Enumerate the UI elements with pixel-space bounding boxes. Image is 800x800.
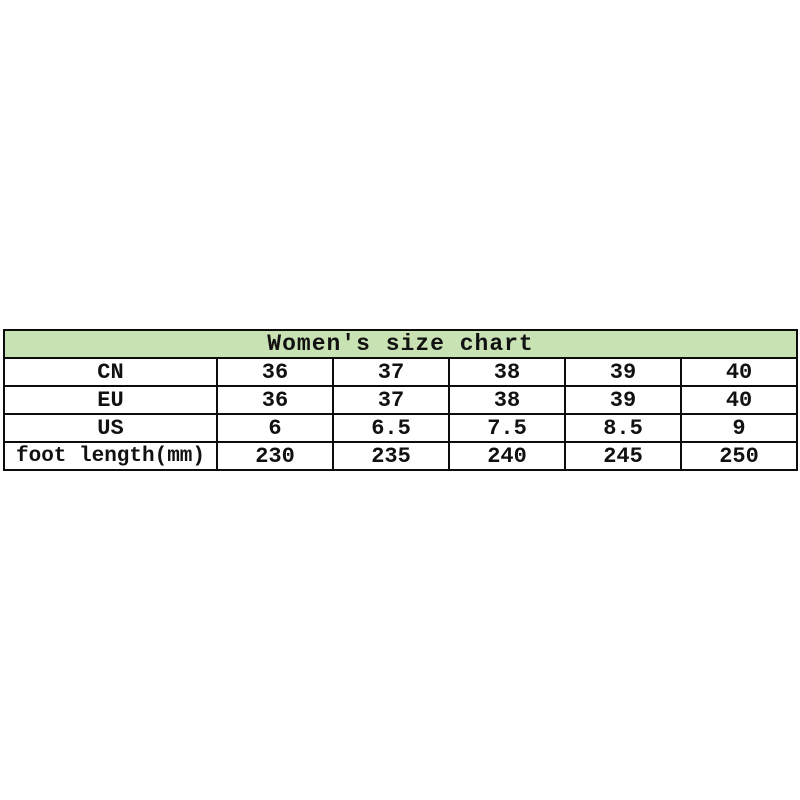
table-cell: 6.5 [332,413,450,443]
table-cell: 36 [216,385,334,415]
table-cell: 37 [332,357,450,387]
table-cell: 38 [448,357,566,387]
table-cell: 40 [679,385,799,415]
row-header-cn: CN [3,357,218,387]
table-cell: 235 [332,441,450,471]
row-header-us: US [3,413,218,443]
table-cell: 230 [216,441,334,471]
table-cell: 39 [564,357,682,387]
table-cell: 250 [679,441,799,471]
table-row-us: US 6 6.5 7.5 8.5 9 [3,413,799,443]
table-row-foot-length: foot length(mm) 230 235 240 245 250 [3,441,799,471]
table-cell: 240 [448,441,566,471]
size-chart-table: Women's size chart CN 36 37 38 39 40 EU … [2,329,799,471]
row-header-eu: EU [3,385,218,415]
table-row-eu: EU 36 37 38 39 40 [3,385,799,415]
table-cell: 9 [679,413,799,443]
table-cell: 7.5 [448,413,566,443]
table-cell: 245 [564,441,682,471]
table-title: Women's size chart [2,329,799,359]
table-cell: 6 [216,413,334,443]
table-cell: 36 [216,357,334,387]
table-cell: 37 [332,385,450,415]
title-row: Women's size chart [2,329,799,359]
table-cell: 40 [679,357,799,387]
table-cell: 38 [448,385,566,415]
table-row-cn: CN 36 37 38 39 40 [3,357,799,387]
row-header-foot-length: foot length(mm) [3,441,218,471]
table-cell: 39 [564,385,682,415]
table-cell: 8.5 [564,413,682,443]
